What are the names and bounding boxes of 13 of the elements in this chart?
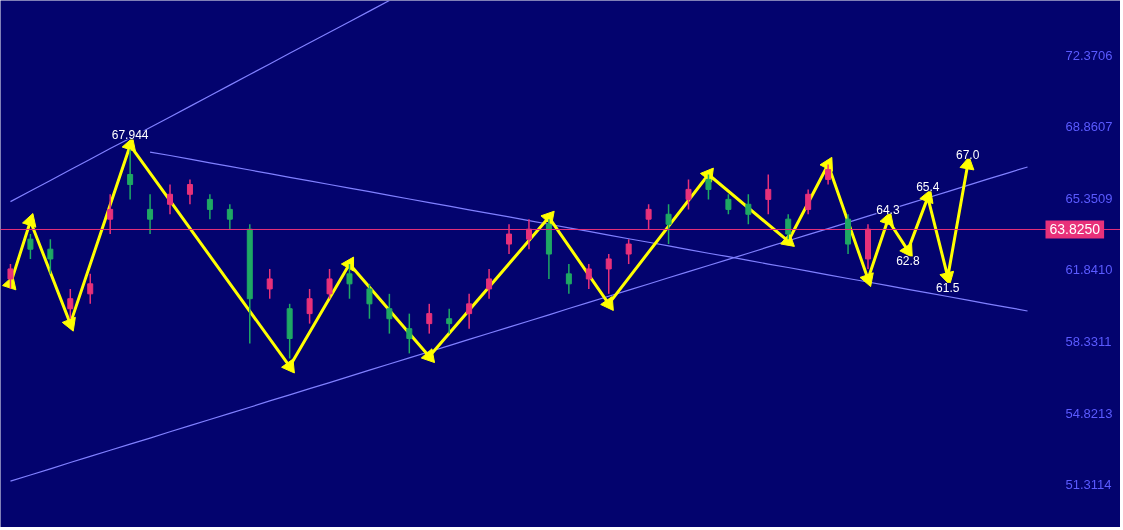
y-tick-label: 54.8213 [1065,405,1113,421]
y-tick-label: 51.3114 [1065,477,1112,493]
data-label: 61.5 [936,280,960,295]
ref-line-label: 63.8250 [1049,221,1101,238]
y-tick-label: 72.3706 [1065,47,1113,63]
y-tick-label: 58.3311 [1065,334,1112,350]
y-tick-label: 68.8607 [1065,119,1113,135]
y-tick-label: 61.8410 [1065,262,1113,278]
data-label: 67.0 [956,147,980,162]
data-label: 62.8 [896,254,920,269]
y-tick-label: 65.3509 [1065,190,1113,206]
data-label: 65.4 [916,180,940,195]
data-label: 67.944 [111,128,149,143]
